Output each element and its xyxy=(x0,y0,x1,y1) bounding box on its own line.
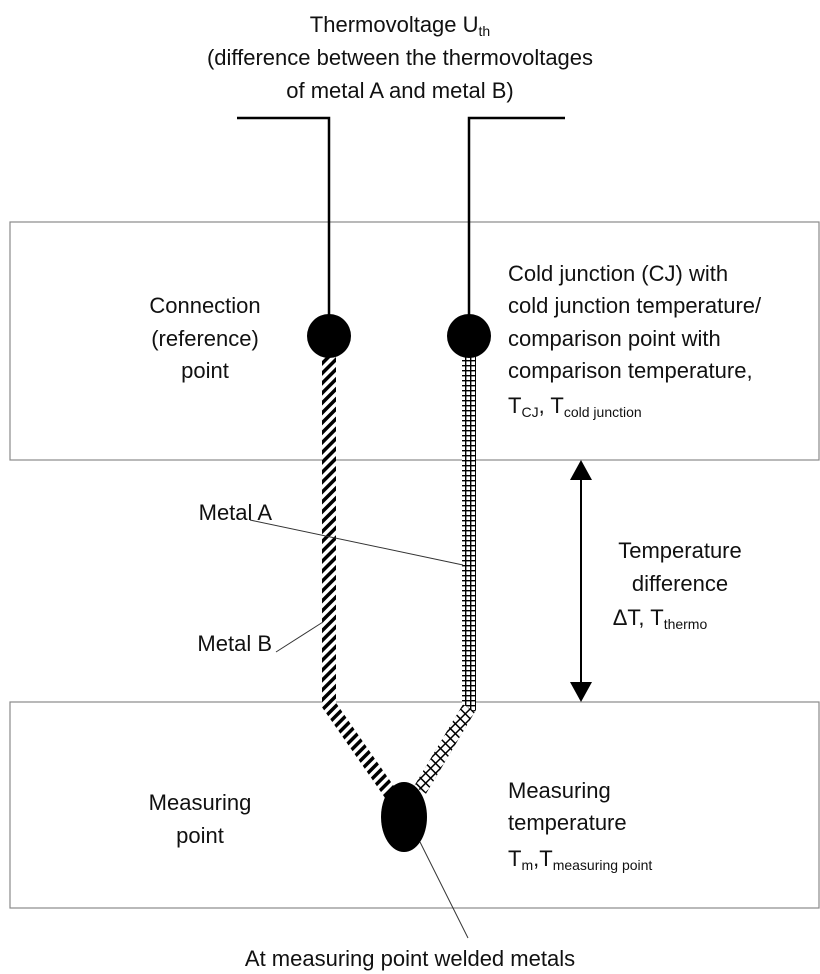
label: difference xyxy=(632,571,728,596)
symbol-line: Tm,Tmeasuring point xyxy=(508,846,652,873)
connection-dot-left xyxy=(307,314,351,358)
label: Measuring xyxy=(149,790,252,815)
label: cold junction temperature/ xyxy=(508,293,762,318)
lead-right xyxy=(467,116,565,330)
symbol-line: TCJ, Tcold junction xyxy=(508,393,642,420)
label: Measuring xyxy=(508,778,611,803)
label: temperature xyxy=(508,810,627,835)
measuring-zone xyxy=(9,701,820,909)
label: Metal B xyxy=(197,631,272,656)
title-line: (difference between the thermovoltages xyxy=(207,45,593,70)
label: point xyxy=(176,823,224,848)
label: Connection xyxy=(149,293,260,318)
label: Cold junction (CJ) with xyxy=(508,261,728,286)
measuring-dot xyxy=(381,782,427,852)
symbol-line: ΔT, Tthermo xyxy=(613,605,708,632)
label: Metal A xyxy=(199,500,273,525)
arrow-head-down xyxy=(570,682,592,702)
title-line: Thermovoltage Uth xyxy=(310,12,490,39)
label: (reference) xyxy=(151,326,259,351)
connection-dot-right xyxy=(447,314,491,358)
label: At measuring point welded metals xyxy=(245,946,575,971)
arrow-head-up xyxy=(570,460,592,480)
leader-welded xyxy=(419,841,469,939)
metal-a-wire-bend xyxy=(413,704,476,794)
leader-metal-b xyxy=(275,621,324,653)
lead-left xyxy=(237,116,331,330)
label: point xyxy=(181,358,229,383)
leader-metal-a xyxy=(249,519,464,566)
label: Temperature xyxy=(618,538,742,563)
metal-b-wire xyxy=(322,355,401,804)
reference-zone xyxy=(9,221,820,461)
label: comparison point with xyxy=(508,326,721,351)
label: comparison temperature, xyxy=(508,358,753,383)
title-line: of metal A and metal B) xyxy=(286,78,513,103)
